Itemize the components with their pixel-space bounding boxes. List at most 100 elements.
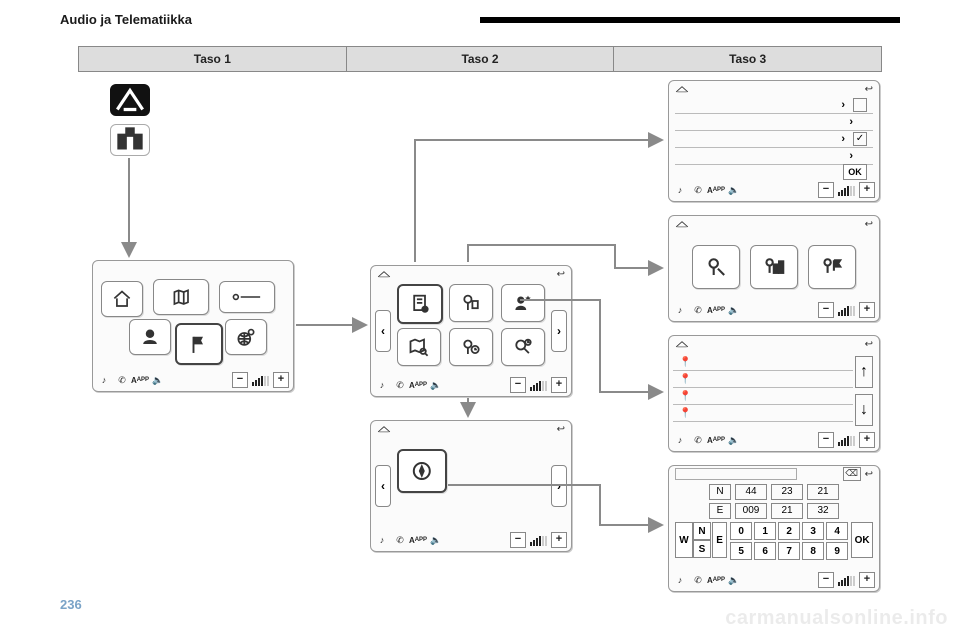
backspace-button[interactable]: ⌫ xyxy=(843,467,861,481)
tile-map[interactable] xyxy=(153,279,209,315)
app-button[interactable]: AAPP xyxy=(709,433,723,447)
mute-icon[interactable]: 🔈 xyxy=(429,533,443,547)
vol-down-button[interactable]: − xyxy=(232,372,248,388)
key-9[interactable]: 9 xyxy=(826,542,848,560)
phone-icon[interactable]: ✆ xyxy=(691,433,705,447)
flag-icon xyxy=(186,333,212,356)
topbar-nav-icon xyxy=(377,269,391,279)
key-8[interactable]: 8 xyxy=(802,542,824,560)
tile-destination-flag[interactable] xyxy=(175,323,223,365)
back-icon[interactable]: ↩ xyxy=(865,219,873,230)
music-icon[interactable]: ♪ xyxy=(97,373,111,387)
back-icon[interactable]: ↩ xyxy=(865,469,873,480)
mute-icon[interactable]: 🔈 xyxy=(727,183,741,197)
tile-compass[interactable] xyxy=(397,449,447,493)
music-icon[interactable]: ♪ xyxy=(375,533,389,547)
app-button[interactable]: AAPP xyxy=(411,533,425,547)
back-icon[interactable]: ↩ xyxy=(865,339,873,350)
key-6[interactable]: 6 xyxy=(754,542,776,560)
music-icon[interactable]: ♪ xyxy=(375,378,389,392)
next-page-button[interactable]: › xyxy=(551,310,567,352)
tile-search-history[interactable] xyxy=(501,328,545,366)
key-1[interactable]: 1 xyxy=(754,522,776,540)
tile-map-search[interactable] xyxy=(397,328,441,366)
key-4[interactable]: 4 xyxy=(826,522,848,540)
key-5[interactable]: 5 xyxy=(730,542,752,560)
app-button[interactable]: AAPP xyxy=(709,573,723,587)
next-page-button[interactable]: › xyxy=(551,465,567,507)
mute-icon[interactable]: 🔈 xyxy=(151,373,165,387)
list-item[interactable]: › xyxy=(675,97,873,114)
lon-sec[interactable]: 32 xyxy=(807,503,839,519)
tile-home[interactable] xyxy=(101,281,143,317)
mute-icon[interactable]: 🔈 xyxy=(429,378,443,392)
back-icon[interactable]: ↩ xyxy=(557,269,565,280)
phone-icon[interactable]: ✆ xyxy=(393,378,407,392)
volume-control[interactable]: − + xyxy=(232,372,289,388)
level-1-header: Taso 1 xyxy=(79,47,347,71)
poi-in-city[interactable] xyxy=(750,245,798,289)
nav-mode-icon-dark xyxy=(110,84,150,116)
lat-sec[interactable]: 21 xyxy=(807,484,839,500)
level-3-header: Taso 3 xyxy=(614,47,881,71)
phone-icon[interactable]: ✆ xyxy=(115,373,129,387)
key-S[interactable]: S xyxy=(693,540,711,558)
mute-icon[interactable]: 🔈 xyxy=(727,303,741,317)
poi-near-me[interactable] xyxy=(692,245,740,289)
phone-icon[interactable]: ✆ xyxy=(691,573,705,587)
back-icon[interactable]: ↩ xyxy=(557,424,565,435)
tile-pin-progress[interactable] xyxy=(219,281,275,313)
app-button[interactable]: AAPP xyxy=(709,183,723,197)
key-N[interactable]: N xyxy=(693,522,711,540)
key-E[interactable]: E xyxy=(712,522,727,558)
lat-min[interactable]: 23 xyxy=(771,484,803,500)
music-icon[interactable]: ♪ xyxy=(673,183,687,197)
phone-icon[interactable]: ✆ xyxy=(691,183,705,197)
mute-icon[interactable]: 🔈 xyxy=(727,433,741,447)
prev-page-button[interactable]: ‹ xyxy=(375,310,391,352)
chevron-right-icon: › xyxy=(849,116,853,128)
vol-up-button[interactable]: + xyxy=(273,372,289,388)
tile-person[interactable] xyxy=(129,319,171,355)
list-item[interactable]: › xyxy=(675,148,873,165)
scroll-up-button[interactable]: ↑ xyxy=(855,356,873,388)
tile-globe-settings[interactable] xyxy=(225,319,267,355)
tile-recent[interactable] xyxy=(449,328,493,366)
lon-hemi[interactable]: E xyxy=(709,503,731,519)
app-button[interactable]: AAPP xyxy=(411,378,425,392)
lon-deg[interactable]: 009 xyxy=(735,503,767,519)
list-item[interactable]: ›✓ xyxy=(675,131,873,148)
music-icon[interactable]: ♪ xyxy=(673,433,687,447)
checkbox-checked[interactable]: ✓ xyxy=(853,132,867,146)
tile-poi-fuel[interactable] xyxy=(449,284,493,322)
music-icon[interactable]: ♪ xyxy=(673,303,687,317)
lon-min[interactable]: 21 xyxy=(771,503,803,519)
key-2[interactable]: 2 xyxy=(778,522,800,540)
key-7[interactable]: 7 xyxy=(778,542,800,560)
mute-icon[interactable]: 🔈 xyxy=(727,573,741,587)
lat-deg[interactable]: 44 xyxy=(735,484,767,500)
list-item[interactable]: 📍 xyxy=(673,354,853,371)
list-item[interactable]: › xyxy=(675,114,873,131)
key-W[interactable]: W xyxy=(675,522,693,558)
tile-fav-person[interactable] xyxy=(501,284,545,322)
list-item[interactable]: 📍 xyxy=(673,388,853,405)
keypad-ok-button[interactable]: OK xyxy=(851,522,873,558)
ok-button[interactable]: OK xyxy=(843,164,867,180)
music-icon[interactable]: ♪ xyxy=(673,573,687,587)
key-3[interactable]: 3 xyxy=(802,522,824,540)
prev-page-button[interactable]: ‹ xyxy=(375,465,391,507)
phone-icon[interactable]: ✆ xyxy=(393,533,407,547)
poi-at-dest[interactable] xyxy=(808,245,856,289)
back-icon[interactable]: ↩ xyxy=(865,84,873,95)
app-button[interactable]: AAPP xyxy=(133,373,147,387)
lat-hemi[interactable]: N xyxy=(709,484,731,500)
phone-icon[interactable]: ✆ xyxy=(691,303,705,317)
list-item[interactable]: 📍 xyxy=(673,371,853,388)
app-button[interactable]: AAPP xyxy=(709,303,723,317)
checkbox-empty[interactable] xyxy=(853,98,867,112)
key-0[interactable]: 0 xyxy=(730,522,752,540)
tile-address[interactable] xyxy=(397,284,443,324)
list-item[interactable]: 📍 xyxy=(673,405,853,422)
scroll-down-button[interactable]: ↓ xyxy=(855,394,873,426)
